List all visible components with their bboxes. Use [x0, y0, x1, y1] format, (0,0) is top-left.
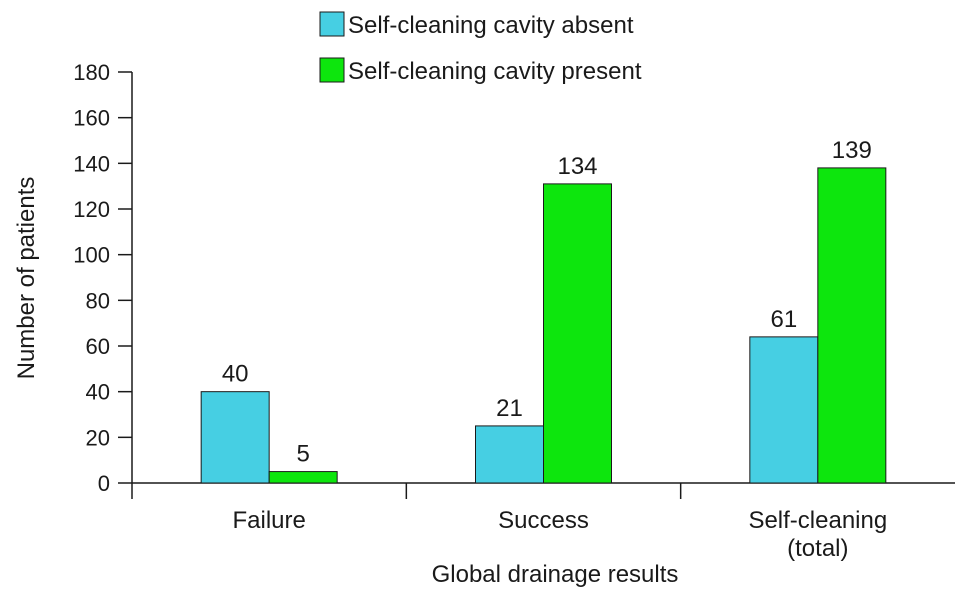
legend-label: Self-cleaning cavity absent: [348, 12, 634, 39]
data-label: 134: [557, 153, 597, 180]
y-tick-label: 20: [86, 425, 110, 450]
x-axis-title: Global drainage results: [432, 561, 679, 588]
data-label: 40: [222, 361, 249, 388]
bar-absent: [749, 336, 819, 484]
data-label: 21: [496, 395, 523, 422]
legend-swatch: [319, 57, 345, 83]
data-labels: 40 5 21 134 61 139: [222, 137, 872, 468]
x-axis: Failure Success Self-cleaning (total): [131, 482, 955, 562]
bar-present: [543, 183, 612, 484]
bar-present: [817, 167, 887, 484]
legend-swatch: [319, 11, 345, 37]
bar-absent: [200, 391, 270, 484]
x-tick-label: Self-cleaning (total): [748, 507, 887, 562]
bar-absent: [475, 425, 544, 484]
y-axis: 0 20 40 60 80 100 120 140 160 180: [73, 60, 133, 496]
y-tick-label: 60: [86, 334, 110, 359]
y-tick-label: 180: [73, 60, 110, 85]
y-tick-label: 0: [98, 471, 110, 496]
bar-present: [268, 471, 338, 484]
x-tick-label: Success: [498, 507, 589, 534]
y-tick-label: 100: [73, 243, 110, 268]
y-tick-label: 160: [73, 106, 110, 131]
y-tick-label: 140: [73, 151, 110, 176]
legend: Self-cleaning cavity absent Self-cleaning…: [319, 11, 642, 85]
y-axis-title: Number of patients: [13, 177, 40, 380]
data-label: 5: [296, 441, 309, 468]
data-label: 139: [832, 137, 872, 164]
x-tick-label: Failure: [232, 507, 305, 534]
data-label: 61: [770, 306, 797, 333]
legend-label: Self-cleaning cavity present: [348, 58, 642, 85]
bars: [200, 167, 887, 484]
y-tick-label: 120: [73, 197, 110, 222]
y-tick-label: 80: [86, 288, 110, 313]
y-tick-label: 40: [86, 380, 110, 405]
